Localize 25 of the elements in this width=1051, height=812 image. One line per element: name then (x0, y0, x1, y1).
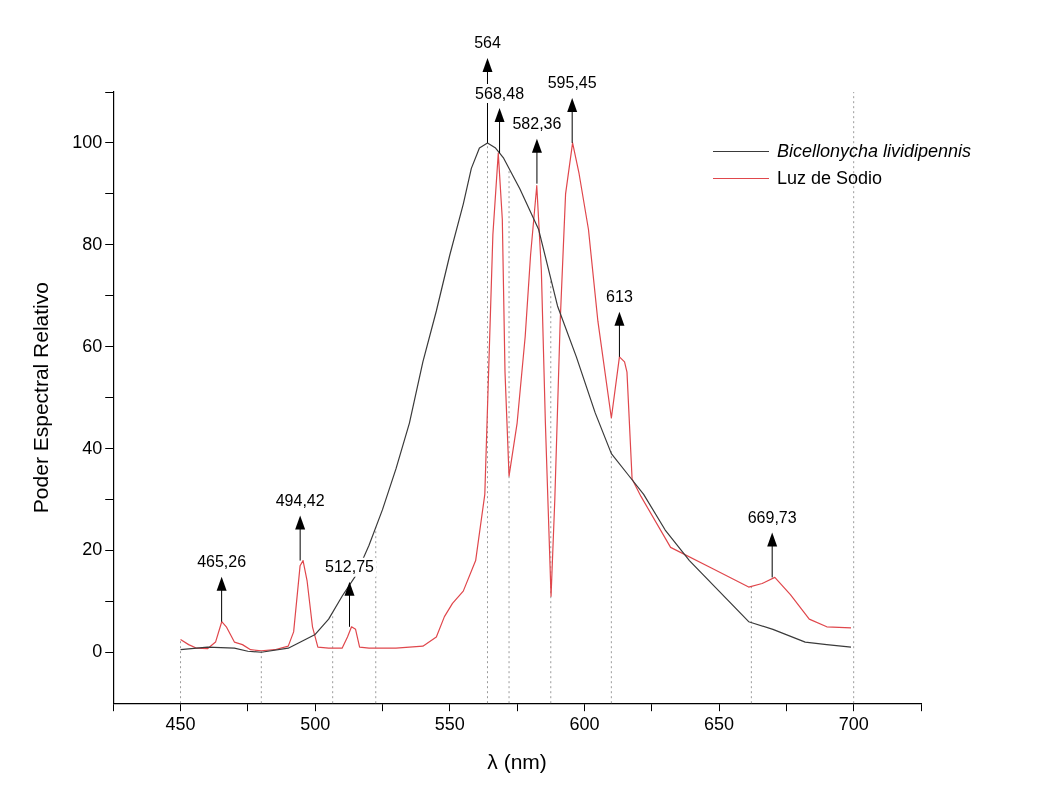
annotation: 494,42 (275, 491, 325, 509)
x-tick-label: 600 (569, 713, 600, 734)
legend-label: Luz de Sodio (777, 168, 883, 189)
y-tick-label: 80 (82, 233, 103, 254)
y-tick-label: 40 (82, 437, 103, 458)
annotation: 595,45 (547, 74, 597, 92)
annotation: 564 (474, 34, 501, 52)
x-axis-title: λ (nm) (487, 750, 547, 774)
x-tick-label: 550 (434, 713, 465, 734)
legend-label: Bicellonycha lividipennis (777, 141, 972, 162)
annotation: 465,26 (197, 553, 247, 571)
annotation: 568,48 (475, 84, 525, 102)
annotation: 512,75 (325, 558, 375, 576)
y-tick-label: 0 (92, 641, 103, 662)
x-tick-label: 700 (838, 713, 869, 734)
x-tick-label: 650 (704, 713, 735, 734)
annotation: 669,73 (747, 508, 797, 526)
annotation: 582,36 (512, 115, 562, 133)
y-tick-label: 100 (72, 131, 103, 152)
x-tick-label: 500 (300, 713, 331, 734)
x-tick-label: 450 (165, 713, 196, 734)
y-tick-label: 20 (82, 539, 103, 560)
y-tick-label: 60 (82, 335, 103, 356)
annotation: 613 (606, 288, 633, 306)
y-axis-title: Poder Espectral Relativo (29, 282, 53, 514)
